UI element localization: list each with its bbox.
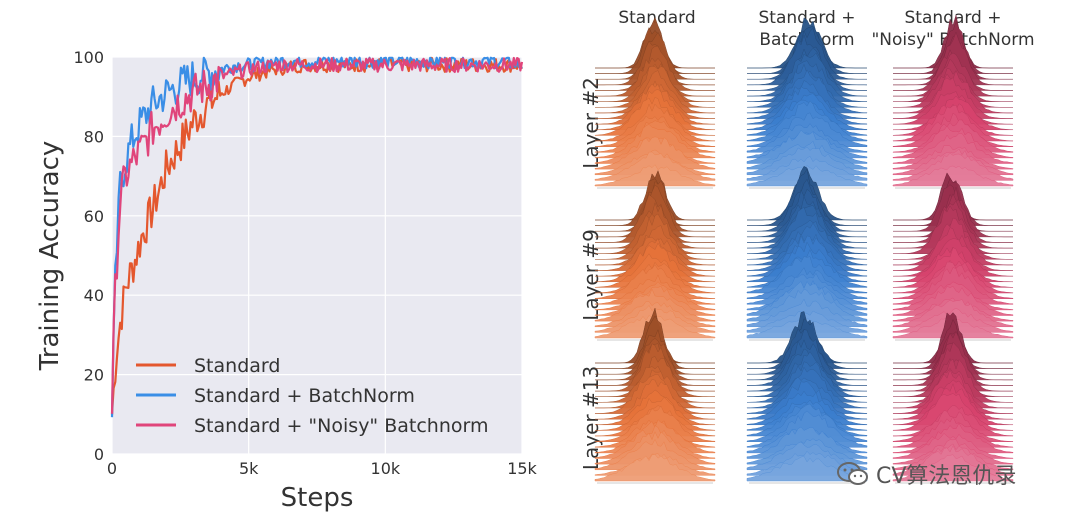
row-label: Layer #9 [579, 229, 603, 321]
ridge-layer [594, 164, 716, 187]
x-tick-label: 0 [107, 459, 117, 478]
ridge-cell [892, 312, 1014, 484]
ridge-layer [892, 165, 1014, 187]
ridge-cell [892, 172, 1014, 341]
training-accuracy-chart: 0 20 40 60 80 100 0 5k 10k 15k Steps Training Accur… [35, 48, 538, 513]
ridge-cell [892, 14, 1014, 189]
legend-label: Standard + "Noisy" Batchnorm [194, 415, 488, 437]
y-tick-label: 100 [73, 48, 104, 67]
x-axis-label: Steps [281, 483, 354, 513]
ridge-cell [594, 16, 716, 189]
legend-label: Standard + BatchNorm [194, 385, 415, 407]
y-axis-label: Training Accuracy [35, 141, 65, 372]
watermark: CV算法恩仇录 [836, 458, 1016, 490]
x-tick-label: 15k [507, 459, 537, 478]
legend-label: Standard [194, 355, 280, 377]
column-label: Standard [618, 8, 695, 28]
x-tick-label: 5k [239, 459, 259, 478]
row-label: Layer #2 [579, 77, 603, 169]
ridge-cell [746, 165, 868, 341]
plot-area [112, 57, 522, 454]
column-label: Standard + [905, 8, 1002, 28]
row-label: Layer #13 [579, 366, 603, 470]
ridge-layer [892, 454, 1014, 482]
column-label: Standard + [759, 8, 856, 28]
y-tick-label: 60 [84, 207, 104, 226]
ridge-cell [594, 307, 716, 484]
ridge-layer [594, 454, 716, 482]
series-line-2 [110, 56, 524, 414]
ridge-cell [746, 17, 868, 189]
y-tick-label: 80 [84, 127, 104, 146]
x-tick-label: 10k [371, 459, 401, 478]
y-tick-label: 40 [84, 286, 104, 305]
watermark-text: CV算法恩仇录 [876, 464, 1017, 489]
ridge-cell [746, 311, 868, 484]
wechat-icon [837, 462, 868, 485]
y-tick-label: 0 [94, 445, 104, 464]
series-line-1 [110, 56, 523, 418]
y-tick-label: 20 [84, 366, 104, 385]
ridge-layer [892, 133, 1014, 164]
